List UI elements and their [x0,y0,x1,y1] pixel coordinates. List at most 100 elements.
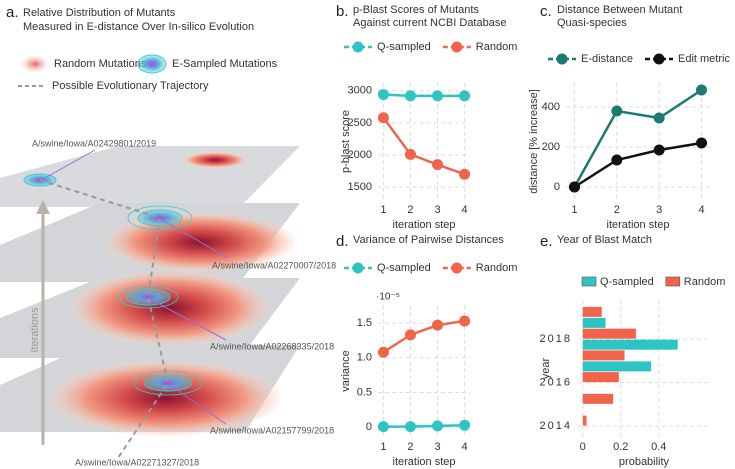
chart-title: p-Blast Scores of Mutants [353,4,479,16]
point [377,89,389,101]
y-axis-label: p-blast score [340,110,352,173]
point [696,84,708,96]
legend-label: Edit metric [678,53,730,65]
y-tick-label: 2018 [540,333,572,345]
strain-label: A/swine/Iowa/A02157799/2018 [210,425,334,435]
contour-rings [117,205,203,396]
point [404,421,416,433]
point [611,105,623,117]
x-tick-label: 4 [462,204,468,216]
y-tick-label: 0 [554,181,560,193]
point [377,421,389,433]
title-line: Relative Distribution of Mutants [23,7,176,19]
x-tick-label: 1 [571,204,577,216]
point [404,329,416,341]
bar [582,339,678,350]
point [377,346,389,358]
bar [582,415,587,426]
x-tick-label: 2 [407,441,413,453]
x-tick-label: 4 [698,204,704,216]
legend-label: Random [476,41,518,53]
x-axis-label: iteration step [393,219,456,231]
heat-blob [70,270,270,346]
legend-label: Possible Evolutionary Trajectory [52,80,209,92]
legend-label: Random [476,262,518,274]
strain-label: A/swine/Iowa/A02270007/2018 [212,260,336,270]
legend-label: Random Mutations [54,58,147,70]
y-tick-label: 3000 [348,85,372,97]
x-tick-label: 1 [380,441,386,453]
y-tick-label: 1500 [348,181,372,193]
series-line [383,93,465,98]
y-tick-label: 0.5 [357,386,372,398]
x-axis-label: iteration step [607,219,670,231]
point [568,181,580,193]
x-tick-label: 3 [434,441,440,453]
heat-blob [183,152,247,168]
y-tick-label: 2500 [348,117,372,129]
chart-title: Distance Between Mutant [557,4,682,16]
x-tick-label: 2 [614,204,620,216]
y-axis-label: variance [340,350,352,392]
point [432,90,444,102]
arrow-head [36,200,50,214]
legend-swatch [352,262,364,274]
bar [582,350,625,361]
x-tick-label: 0.2 [613,441,628,453]
x-tick-label: 2 [407,204,413,216]
x-tick-label: 0.4 [651,441,666,453]
legend-label: E-distance [581,53,633,65]
bar [582,306,602,317]
point [459,90,471,102]
y-tick-label: 2016 [540,377,572,389]
x-tick-label: 0 [580,441,586,453]
legend-swatch [556,53,568,65]
panel-label: d. [336,233,349,250]
bar [582,372,619,383]
series-line [382,319,465,354]
legend-swatch [21,55,49,73]
y-tick-label: 200 [542,141,560,153]
axis-label: Iterations [29,307,41,353]
y-tick-label: 1.0 [357,352,372,364]
strain-label: A/swine/Iowa/A02271327/2018 [75,457,199,467]
heat-blob [50,360,280,436]
x-axis-label: iteration step [393,456,456,468]
point [404,90,416,102]
bar [582,328,636,339]
point [653,112,665,124]
legend-swatch [451,41,463,53]
legend-label: Q-sampled [377,41,431,53]
strain-label: A/swine/Iowa/A02268335/2018 [210,341,334,351]
series-line [573,88,703,188]
point [653,144,665,156]
y-axis-label: year [540,357,552,379]
series-line [383,423,465,428]
point [377,112,389,124]
point [611,154,623,166]
chart-title: Variance of Pairwise Distances [353,234,504,246]
x-tick-label: 3 [434,204,440,216]
point [432,319,444,331]
point [696,137,708,149]
series-line [573,141,702,189]
point [459,419,471,431]
x-tick-label: 4 [462,441,468,453]
y-tick-label: 1.5 [357,317,372,329]
legend-swatch [581,276,597,287]
legend-label: E-Sampled Mutations [172,58,278,70]
y-tick-label: 2014 [540,420,572,432]
bar [582,393,614,404]
panel-label: e. [540,233,553,250]
point [459,168,471,180]
bar [582,317,606,328]
bar [582,361,652,372]
y-tick-label: 0 [366,421,372,433]
leader-lines [44,149,229,425]
panel-label: a. [6,4,19,21]
y-tick-label: 400 [542,101,560,113]
legend-label: Q-sampled [377,262,431,274]
y-axis-label: distance [% increase] [528,89,540,194]
strain-label: A/swine/Iowa/A02429801/2019 [32,138,156,148]
